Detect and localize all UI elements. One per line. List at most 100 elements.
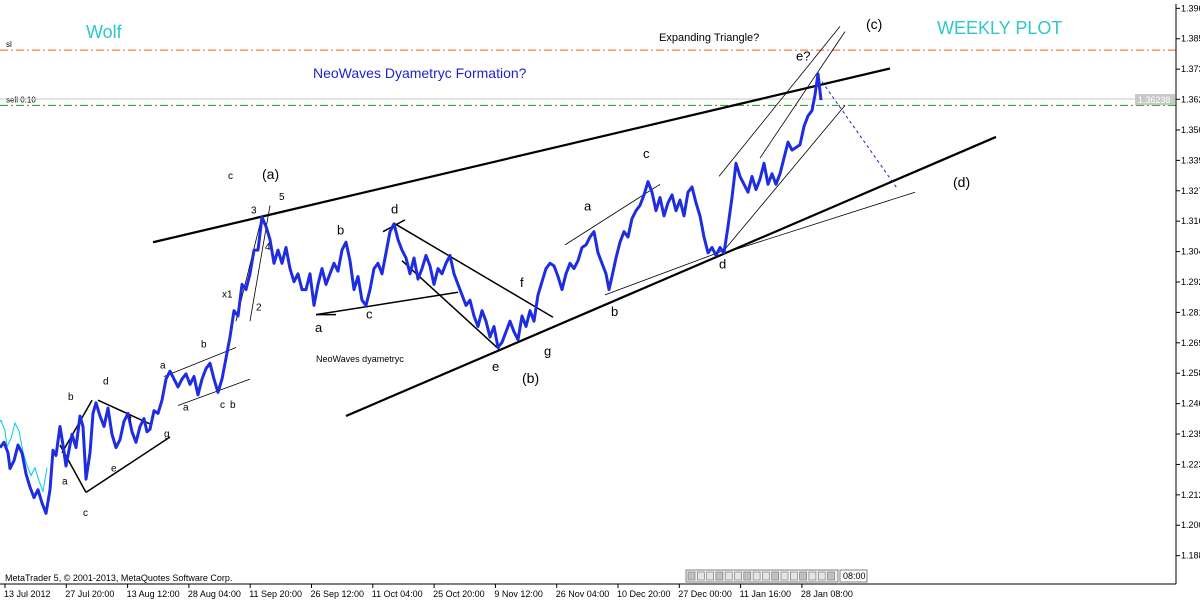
price-series: [0, 72, 823, 515]
x-tick-label: 11 Jan 16:00: [740, 589, 791, 599]
wave-label: d: [391, 201, 398, 216]
wave-label: f: [520, 275, 524, 290]
wave-label: b: [230, 400, 236, 411]
price-shadow-series: [0, 419, 48, 494]
x-tick-label: 13 Jul 2012: [4, 589, 51, 599]
trend-line: [759, 31, 846, 159]
level-label-sl: sl: [6, 40, 12, 49]
y-tick-label: 1.21205: [1181, 490, 1200, 500]
toolbar-cell[interactable]: [827, 571, 835, 581]
wave-label: a: [160, 361, 166, 372]
trend-line: [604, 249, 726, 296]
current-price-box: [1135, 94, 1175, 106]
timeframe-box[interactable]: [839, 569, 868, 583]
copyright-text: MetaTrader 5, © 2001-2013, MetaQuotes So…: [5, 573, 232, 583]
timeframe-toolbar[interactable]: 08:00: [685, 569, 868, 583]
y-tick-label: 1.35065: [1181, 125, 1200, 135]
wave-label: c: [83, 508, 88, 519]
toolbar-cell[interactable]: [715, 571, 724, 581]
x-tick-label: 11 Oct 04:00: [372, 589, 423, 599]
x-tick-label: 27 Jul 20:00: [65, 589, 114, 599]
y-tick-label: 1.37375: [1181, 64, 1200, 74]
wave-label: (d): [953, 174, 970, 190]
y-tick-label: 1.26980: [1181, 338, 1200, 348]
wave-label: e: [492, 359, 499, 374]
wave-label: 5: [279, 192, 285, 203]
wave-label: a: [62, 476, 68, 487]
x-tick-label: 9 Nov 12:00: [494, 589, 543, 599]
y-tick-label: 1.38530: [1181, 34, 1200, 44]
toolbar-cell[interactable]: [808, 571, 817, 581]
toolbar-cell[interactable]: [743, 571, 752, 581]
x-tick-label: 28 Jan 08:00: [801, 589, 853, 599]
wave-label: a: [315, 320, 323, 335]
wave-label: b: [68, 392, 74, 403]
projection-line: [821, 81, 899, 190]
toolbar-cell[interactable]: [724, 571, 733, 581]
trend-line: [394, 223, 554, 318]
wave-label: e: [111, 463, 117, 474]
toolbar-cell[interactable]: [762, 571, 770, 581]
y-tick-label: 1.33910: [1181, 155, 1200, 165]
x-tick-label: 26 Sep 12:00: [311, 589, 365, 599]
timeframe-label: 08:00: [843, 571, 866, 581]
toolbar-cell[interactable]: [706, 571, 714, 581]
trend-line: [718, 26, 841, 177]
wave-label: a: [584, 199, 592, 214]
toolbar-cell[interactable]: [734, 571, 742, 581]
y-tick-label: 1.28135: [1181, 307, 1200, 317]
trend-line: [315, 291, 459, 316]
x-tick-label: 28 Aug 04:00: [188, 589, 241, 599]
toolbar-cell[interactable]: [799, 571, 807, 581]
y-tick-label: 1.31600: [1181, 216, 1200, 226]
y-tick-label: 1.32755: [1181, 186, 1200, 196]
wave-label: (b): [522, 370, 539, 386]
toolbar-cell[interactable]: [687, 571, 696, 581]
dyametryc-note: NeoWaves dyametryc: [316, 354, 404, 364]
x-tick-label: 11 Sep 20:00: [249, 589, 302, 599]
price-layer: [0, 72, 823, 515]
toolbar-cell[interactable]: [780, 571, 789, 581]
trend-line: [152, 67, 891, 244]
current-price-text: 1.36238: [1138, 95, 1171, 105]
x-tick-label: 27 Dec 00:00: [678, 589, 732, 599]
wave-label: 4: [265, 242, 271, 253]
formation-note: NeoWaves Dyametryc Formation?: [313, 65, 527, 81]
y-tick-label: 1.25825: [1181, 368, 1200, 378]
toolbar-cells[interactable]: [687, 571, 835, 581]
trend-line: [721, 105, 846, 254]
trend-line: [345, 135, 997, 418]
wave-label: d: [103, 376, 109, 387]
y-tick-label: 1.20050: [1181, 520, 1200, 530]
y-tick-label: 1.29290: [1181, 277, 1200, 287]
x-tick-label: 13 Aug 12:00: [127, 589, 180, 599]
toolbar-cell[interactable]: [696, 571, 705, 581]
x-tick-label: 26 Nov 04:00: [556, 589, 610, 599]
wave-label: a: [183, 403, 189, 414]
trend-line: [724, 191, 916, 254]
x-tick-label: 10 Dec 20:00: [617, 589, 671, 599]
trend-line: [177, 378, 251, 406]
axis-layer: 1.39685 1.38530 1.37375 1.36230 1.35065 1.339…: [0, 3, 1200, 599]
title-wolf: Wolf: [86, 22, 123, 42]
wave-label: b: [611, 304, 618, 319]
level-label-sell: sell 0.10: [6, 95, 36, 104]
toolbar-cell[interactable]: [752, 571, 761, 581]
wave-label: c: [220, 400, 225, 411]
wave-label: b: [201, 340, 207, 351]
y-tick-label: 1.18895: [1181, 551, 1200, 561]
wave-label: d: [719, 257, 726, 272]
toolbar-cell[interactable]: [817, 571, 826, 581]
toolbar-cell[interactable]: [789, 571, 798, 581]
triangle-note: Expanding Triangle?: [659, 32, 759, 44]
wave-label: 2: [256, 303, 262, 314]
title-weekly-plot: WEEKLY PLOT: [937, 18, 1062, 38]
trend-line: [97, 399, 151, 425]
current-price-tag: 1.36238: [1135, 94, 1175, 106]
trend-line: [85, 436, 171, 493]
toolbar-cell[interactable]: [771, 571, 780, 581]
wave-label: x1: [222, 290, 233, 301]
